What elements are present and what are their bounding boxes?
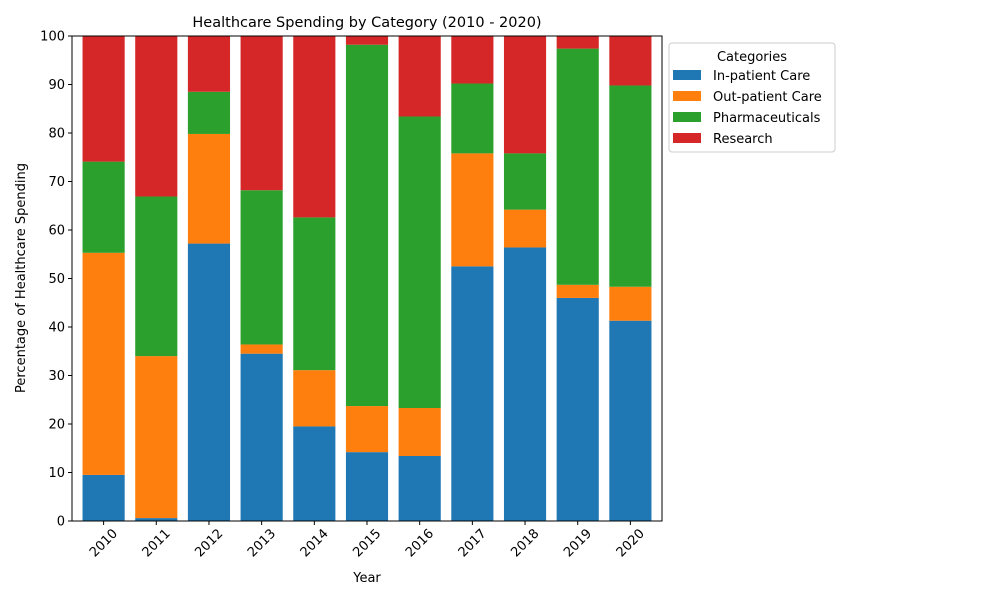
legend-label: Research [713,132,773,147]
legend-label: In-patient Care [713,69,810,84]
bar-segment [556,297,599,521]
bar-segment [345,44,389,407]
bar-segment [187,243,231,521]
bar-segment [135,356,178,519]
x-tick-label: 2016 [403,526,437,560]
legend-label: Pharmaceuticals [713,111,821,126]
x-tick-label: 2012 [192,526,226,560]
bar-segment [135,518,178,521]
x-tick-label: 2014 [298,526,332,560]
chart-title: Healthcare Spending by Category (2010 - … [192,15,541,31]
y-tick-label: 90 [48,78,65,93]
bar-segment [503,247,547,521]
bar-segment [293,36,336,218]
legend-frame [668,42,836,153]
bar-segment [345,406,389,453]
bar-segment [451,266,494,522]
bar-segment [293,370,336,427]
x-tick-label: 2010 [87,526,121,560]
bar-segment [398,456,441,521]
legend-swatch [673,91,701,101]
bar-segment [187,36,231,92]
y-tick-label: 10 [48,466,65,481]
bar-segment [82,474,125,521]
bar-segment [451,83,494,154]
y-tick-label: 80 [48,127,65,142]
bar-segment [135,36,178,197]
y-tick-label: 70 [48,175,65,190]
y-tick-label: 0 [57,515,65,530]
bar-segment [398,116,441,408]
bar-segment [293,426,336,521]
bar-segment [398,36,441,117]
bar-segment [240,344,283,354]
bar-segment [240,36,283,191]
bar-segment [503,209,547,248]
bar-segment [345,36,389,45]
bars-layer [82,36,652,522]
x-tick-label: 2011 [140,526,174,560]
bar-segment [609,85,652,287]
x-tick-label: 2020 [614,526,648,560]
y-tick-label: 60 [48,224,65,239]
x-tick-label: 2019 [561,526,595,560]
y-tick-label: 40 [48,321,65,336]
bar-segment [503,36,547,154]
y-tick-label: 100 [40,30,65,45]
bar-segment [609,286,652,321]
bar-segment [398,408,441,457]
x-tick-label: 2013 [245,526,279,560]
bar-segment [135,196,178,357]
legend-title: Categories [717,50,787,65]
bar-segment [240,190,283,345]
bar-segment [187,133,231,244]
bar-segment [451,153,494,267]
bar-segment [609,320,652,521]
x-axis-label: Year [352,571,381,586]
y-tick-label: 30 [48,369,65,384]
bar-segment [293,217,336,371]
bar-segment [345,452,389,521]
bar-segment [609,36,652,86]
legend-label: Out-patient Care [713,90,822,105]
bar-segment [82,252,125,475]
x-tick-label: 2015 [350,526,384,560]
legend-swatch [673,70,701,80]
x-tick-label: 2018 [508,526,542,560]
y-axis-label: Percentage of Healthcare Spending [14,163,29,393]
bar-segment [240,353,283,521]
bar-segment [556,48,599,285]
y-tick-label: 50 [48,272,65,287]
legend: Categories In-patient Care Out-patient Ca… [668,42,836,153]
bar-segment [187,91,231,134]
bar-segment [451,36,494,84]
y-tick-label: 20 [48,418,65,433]
bar-segment [556,36,599,49]
bar-segment [503,153,547,210]
legend-swatch [673,133,701,143]
x-tick-label: 2017 [456,526,490,560]
bar-segment [556,284,599,298]
legend-swatch [673,112,701,122]
bar-segment [82,161,125,253]
bar-segment [82,36,125,162]
